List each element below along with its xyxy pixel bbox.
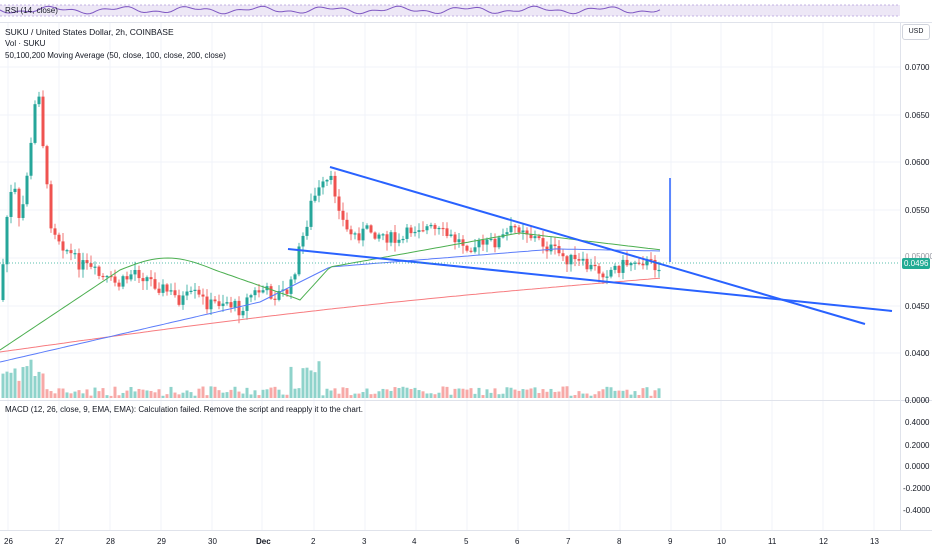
price-tick: 0.0650 bbox=[905, 111, 930, 120]
time-tick: 4 bbox=[412, 537, 417, 546]
macd-tick: -0.4000 bbox=[903, 506, 931, 515]
macd-legend[interactable]: MACD (12, 26, close, 9, EMA, EMA): Calcu… bbox=[5, 405, 363, 414]
symbol-title[interactable]: SUKU / United States Dollar, 2h, COINBAS… bbox=[5, 27, 174, 37]
ma-legend[interactable]: 50,100,200 Moving Average (50, close, 10… bbox=[5, 51, 226, 60]
ma200-line bbox=[0, 277, 661, 353]
time-tick: 28 bbox=[106, 537, 115, 546]
time-tick: 10 bbox=[717, 537, 726, 546]
time-tick: 6 bbox=[515, 537, 520, 546]
time-tick: 13 bbox=[870, 537, 879, 546]
time-tick: 12 bbox=[819, 537, 828, 546]
time-tick: 11 bbox=[768, 537, 777, 546]
macd-tick: 0.0000 bbox=[905, 462, 930, 471]
rsi-band bbox=[0, 5, 900, 16]
rsi-legend[interactable]: RSI (14, close) bbox=[5, 6, 58, 15]
time-tick: 2 bbox=[311, 537, 316, 546]
volume-legend[interactable]: Vol · SUKU bbox=[5, 39, 46, 48]
rsi-line bbox=[0, 5, 661, 15]
price-tick-partial: 0.05000 bbox=[905, 252, 932, 261]
time-tick: 9 bbox=[668, 537, 673, 546]
currency-button[interactable]: USD bbox=[902, 24, 930, 40]
upper-trendline[interactable] bbox=[329, 166, 866, 325]
price-tick: 0.0450 bbox=[905, 302, 930, 311]
price-tick: 0.0700 bbox=[905, 63, 930, 72]
price-tick: 0.0400 bbox=[905, 349, 930, 358]
time-tick: 30 bbox=[208, 537, 217, 546]
time-tick: 8 bbox=[617, 537, 622, 546]
macd-tick: 0.2000 bbox=[905, 441, 930, 450]
price-tick: 0.0600 bbox=[905, 158, 930, 167]
candles bbox=[1, 90, 661, 324]
time-tick: 27 bbox=[55, 537, 64, 546]
time-tick: 5 bbox=[464, 537, 469, 546]
time-tick: Dec bbox=[256, 537, 271, 546]
last-price-badge: 0.0496 bbox=[902, 258, 931, 269]
grid bbox=[0, 23, 900, 530]
time-tick: 29 bbox=[157, 537, 166, 546]
ma50-line bbox=[0, 232, 661, 351]
time-tick: 3 bbox=[362, 537, 367, 546]
lower-trendline[interactable] bbox=[287, 248, 893, 312]
time-tick: 7 bbox=[566, 537, 571, 546]
price-tick: 0.0000 bbox=[905, 396, 930, 405]
macd-tick: 0.4000 bbox=[905, 418, 930, 427]
macd-tick: -0.2000 bbox=[903, 484, 931, 493]
price-tick: 0.0550 bbox=[905, 206, 930, 215]
time-tick: 26 bbox=[4, 537, 13, 546]
volume-bars bbox=[1, 359, 661, 398]
